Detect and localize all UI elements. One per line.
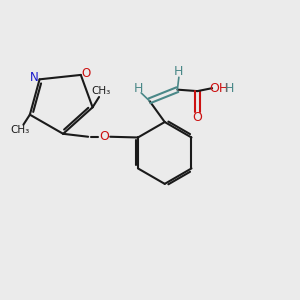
Text: O: O [81, 67, 90, 80]
Text: N: N [30, 71, 39, 84]
Text: H: H [225, 82, 235, 95]
Text: H: H [134, 82, 143, 95]
Text: O: O [99, 130, 109, 143]
Text: H: H [174, 65, 184, 79]
Text: CH₃: CH₃ [92, 86, 111, 96]
Text: O: O [193, 111, 202, 124]
Text: CH₃: CH₃ [11, 125, 30, 135]
Text: OH: OH [209, 82, 229, 95]
